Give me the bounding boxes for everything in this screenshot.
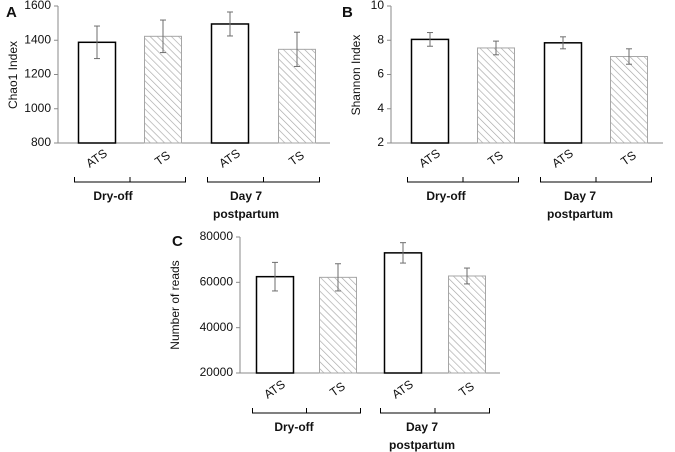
- y-axis-title: Number of reads: [168, 260, 182, 349]
- y-tick-label: 8: [377, 32, 384, 46]
- group-label: postpartum: [547, 207, 613, 221]
- group-label: Day 7: [564, 189, 596, 203]
- x-category-label: TS: [618, 148, 639, 168]
- x-category-label: ATS: [416, 146, 442, 170]
- bar-ts: [319, 276, 357, 374]
- group-label: Dry-off: [93, 189, 133, 203]
- y-tick-label: 6: [377, 67, 384, 81]
- x-category-label: TS: [286, 148, 307, 168]
- panel-letter: C: [172, 233, 183, 250]
- group-bracket: [252, 408, 361, 414]
- x-category-label: ATS: [261, 377, 287, 401]
- group-label: Dry-off: [426, 189, 466, 203]
- group-label: postpartum: [213, 207, 279, 221]
- x-category-label: TS: [485, 148, 506, 168]
- y-tick-label: 800: [31, 135, 51, 149]
- bar-ats: [383, 252, 423, 374]
- y-tick-label: 1000: [24, 101, 51, 115]
- x-category-label: ATS: [389, 377, 415, 401]
- group-bracket: [407, 177, 519, 183]
- y-tick-label: 1400: [24, 32, 51, 46]
- x-category-label: ATS: [216, 146, 242, 170]
- x-category-label: ATS: [549, 146, 575, 170]
- bar-ats: [210, 23, 250, 144]
- chart-panel-a: A Chao1 Index 800 1000 1200 1400 1600 ATS TS ATS T…: [6, 0, 330, 221]
- group-bracket: [380, 408, 490, 414]
- bar-ats: [77, 41, 117, 144]
- y-tick-label: 2: [377, 135, 384, 149]
- y-tick-label: 40000: [200, 320, 234, 334]
- bar-ats: [543, 42, 583, 144]
- bar-ts: [278, 48, 316, 144]
- group-label: Day 7: [406, 420, 438, 434]
- y-tick-label: 1200: [24, 67, 51, 81]
- panel-letter: A: [6, 4, 17, 21]
- chart-panel-b: B Shannon Index 2 4 6 8 10 ATS TS ATS TS Dry-off Day…: [342, 0, 663, 221]
- x-category-label: ATS: [83, 146, 109, 170]
- y-tick-label: 10: [371, 0, 385, 12]
- y-tick-label: 80000: [200, 229, 234, 243]
- bar-ts: [448, 275, 486, 374]
- bar-ts: [610, 56, 648, 144]
- bar-ats: [255, 275, 295, 374]
- y-tick-label: 20000: [200, 365, 234, 379]
- group-bracket: [74, 177, 186, 183]
- y-axis-title: Shannon Index: [349, 35, 363, 116]
- panel-letter: B: [342, 4, 353, 21]
- group-label: Dry-off: [274, 420, 314, 434]
- x-category-label: TS: [327, 379, 348, 399]
- y-tick-label: 1600: [24, 0, 51, 12]
- bar-ts: [144, 35, 182, 144]
- chart-panel-c: C Number of reads 20000 40000 60000 80000 ATS T…: [168, 229, 500, 452]
- x-category-label: TS: [152, 148, 173, 168]
- x-category-label: TS: [456, 379, 477, 399]
- y-tick-label: 4: [377, 101, 384, 115]
- group-label: Day 7: [230, 189, 262, 203]
- bar-ats: [410, 38, 450, 144]
- y-axis-title: Chao1 Index: [6, 41, 20, 109]
- group-bracket: [540, 177, 652, 183]
- bar-ts: [477, 47, 515, 144]
- y-tick-label: 60000: [200, 275, 234, 289]
- group-bracket: [207, 177, 320, 183]
- group-label: postpartum: [389, 438, 455, 452]
